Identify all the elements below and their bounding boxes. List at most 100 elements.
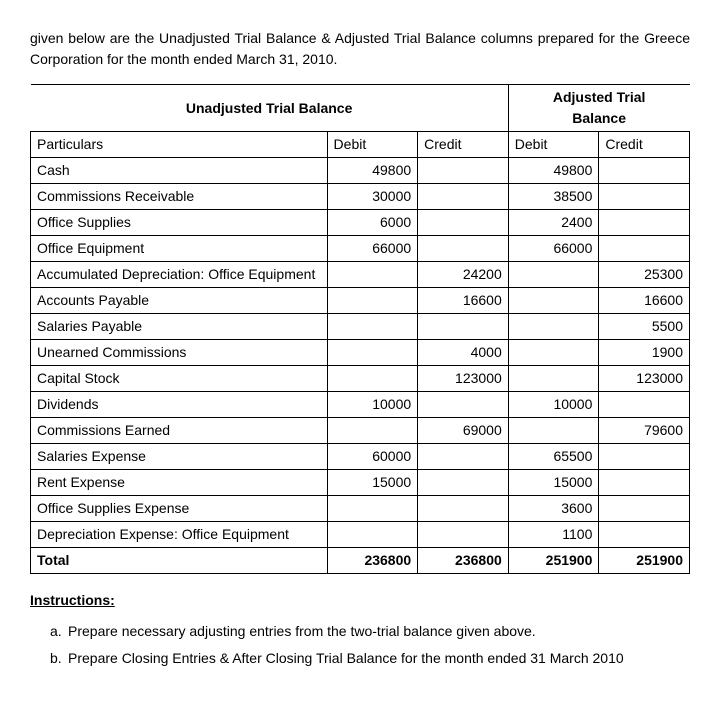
cell-unadj-debit: 15000 bbox=[327, 470, 418, 496]
cell-unadj-credit: 16600 bbox=[418, 288, 509, 314]
cell-adj-debit: 38500 bbox=[508, 184, 599, 210]
cell-unadj-credit bbox=[418, 444, 509, 470]
table-row: Unearned Commissions40001900 bbox=[31, 340, 690, 366]
total-adj-debit: 251900 bbox=[508, 548, 599, 574]
col-unadj-debit: Debit bbox=[327, 132, 418, 158]
col-adj-debit: Debit bbox=[508, 132, 599, 158]
total-label: Total bbox=[31, 548, 328, 574]
cell-unadj-credit bbox=[418, 314, 509, 340]
cell-adj-credit bbox=[599, 184, 690, 210]
cell-particulars: Commissions Earned bbox=[31, 418, 328, 444]
adjusted-header-line2: Balance bbox=[515, 108, 684, 129]
cell-unadj-credit bbox=[418, 158, 509, 184]
table-row: Capital Stock 123000 123000 bbox=[31, 366, 690, 392]
cell-adj-credit bbox=[599, 158, 690, 184]
cell-adj-credit bbox=[599, 236, 690, 262]
cell-unadj-credit bbox=[418, 210, 509, 236]
cell-adj-debit: 1100 bbox=[508, 522, 599, 548]
cell-adj-credit bbox=[599, 496, 690, 522]
cell-adj-debit bbox=[508, 366, 599, 392]
total-adj-credit: 251900 bbox=[599, 548, 690, 574]
cell-unadj-debit bbox=[327, 366, 418, 392]
cell-particulars: Dividends bbox=[31, 392, 328, 418]
total-unadj-credit: 236800 bbox=[418, 548, 509, 574]
table-row: Commissions Earned6900079600 bbox=[31, 418, 690, 444]
cell-particulars: Rent Expense bbox=[31, 470, 328, 496]
cell-particulars: Depreciation Expense: Office Equipment bbox=[31, 522, 328, 548]
table-row: Dividends1000010000 bbox=[31, 392, 690, 418]
instruction-text: Prepare necessary adjusting entries from… bbox=[68, 623, 536, 639]
cell-unadj-credit bbox=[418, 392, 509, 418]
cell-adj-credit: 123000 bbox=[599, 366, 690, 392]
cell-unadj-credit bbox=[418, 470, 509, 496]
cell-unadj-debit: 30000 bbox=[327, 184, 418, 210]
cell-unadj-debit bbox=[327, 314, 418, 340]
cell-particulars: Salaries Expense bbox=[31, 444, 328, 470]
instructions-title: Instructions: bbox=[30, 590, 690, 611]
cell-adj-debit: 15000 bbox=[508, 470, 599, 496]
cell-unadj-debit bbox=[327, 496, 418, 522]
cell-unadj-debit bbox=[327, 522, 418, 548]
cell-adj-credit bbox=[599, 470, 690, 496]
cell-adj-debit: 3600 bbox=[508, 496, 599, 522]
cell-unadj-credit: 69000 bbox=[418, 418, 509, 444]
instruction-item: b.Prepare Closing Entries & After Closin… bbox=[50, 648, 690, 669]
cell-particulars: Salaries Payable bbox=[31, 314, 328, 340]
cell-unadj-debit bbox=[327, 262, 418, 288]
intro-text: given below are the Unadjusted Trial Bal… bbox=[30, 28, 690, 70]
cell-adj-debit: 2400 bbox=[508, 210, 599, 236]
cell-particulars: Accumulated Depreciation: Office Equipme… bbox=[31, 262, 328, 288]
cell-unadj-debit: 60000 bbox=[327, 444, 418, 470]
cell-unadj-credit bbox=[418, 184, 509, 210]
adjusted-header-line1: Adjusted Trial bbox=[515, 87, 684, 108]
cell-particulars: Capital Stock bbox=[31, 366, 328, 392]
cell-adj-debit bbox=[508, 288, 599, 314]
cell-adj-debit bbox=[508, 314, 599, 340]
cell-particulars: Unearned Commissions bbox=[31, 340, 328, 366]
trial-balance-table: Unadjusted Trial Balance Adjusted Trial … bbox=[30, 84, 690, 574]
instruction-item: a.Prepare necessary adjusting entries fr… bbox=[50, 621, 690, 642]
cell-adj-debit: 49800 bbox=[508, 158, 599, 184]
unadjusted-header: Unadjusted Trial Balance bbox=[186, 100, 353, 116]
cell-particulars: Accounts Payable bbox=[31, 288, 328, 314]
cell-unadj-debit bbox=[327, 340, 418, 366]
cell-unadj-credit: 24200 bbox=[418, 262, 509, 288]
table-row: Office Supplies6000 2400 bbox=[31, 210, 690, 236]
cell-unadj-debit: 10000 bbox=[327, 392, 418, 418]
table-row: Cash4980049800 bbox=[31, 158, 690, 184]
cell-adj-debit bbox=[508, 418, 599, 444]
table-row: Salaries Expense60000 65500 bbox=[31, 444, 690, 470]
table-row: Commissions Receivable30000 38500 bbox=[31, 184, 690, 210]
cell-unadj-credit bbox=[418, 496, 509, 522]
table-row: Accounts Payable 16600 16600 bbox=[31, 288, 690, 314]
cell-unadj-debit: 66000 bbox=[327, 236, 418, 262]
cell-adj-debit: 10000 bbox=[508, 392, 599, 418]
cell-adj-debit: 65500 bbox=[508, 444, 599, 470]
instruction-label: b. bbox=[50, 648, 68, 669]
cell-adj-credit: 16600 bbox=[599, 288, 690, 314]
cell-particulars: Commissions Receivable bbox=[31, 184, 328, 210]
table-row: Office Supplies Expense 3600 bbox=[31, 496, 690, 522]
cell-unadj-debit bbox=[327, 288, 418, 314]
cell-unadj-credit bbox=[418, 522, 509, 548]
cell-adj-debit bbox=[508, 262, 599, 288]
cell-particulars: Office Equipment bbox=[31, 236, 328, 262]
cell-particulars: Office Supplies bbox=[31, 210, 328, 236]
cell-unadj-credit: 123000 bbox=[418, 366, 509, 392]
cell-adj-credit bbox=[599, 392, 690, 418]
cell-unadj-debit: 6000 bbox=[327, 210, 418, 236]
instruction-text: Prepare Closing Entries & After Closing … bbox=[68, 650, 624, 666]
cell-adj-credit bbox=[599, 522, 690, 548]
cell-adj-credit: 25300 bbox=[599, 262, 690, 288]
cell-adj-credit bbox=[599, 444, 690, 470]
col-unadj-credit: Credit bbox=[418, 132, 509, 158]
instructions-list: a.Prepare necessary adjusting entries fr… bbox=[50, 621, 690, 669]
cell-adj-credit: 5500 bbox=[599, 314, 690, 340]
table-row: Accumulated Depreciation: Office Equipme… bbox=[31, 262, 690, 288]
total-unadj-debit: 236800 bbox=[327, 548, 418, 574]
cell-particulars: Office Supplies Expense bbox=[31, 496, 328, 522]
table-row: Rent Expense1500015000 bbox=[31, 470, 690, 496]
table-row: Salaries Payable 5500 bbox=[31, 314, 690, 340]
cell-unadj-credit bbox=[418, 236, 509, 262]
cell-adj-credit: 1900 bbox=[599, 340, 690, 366]
